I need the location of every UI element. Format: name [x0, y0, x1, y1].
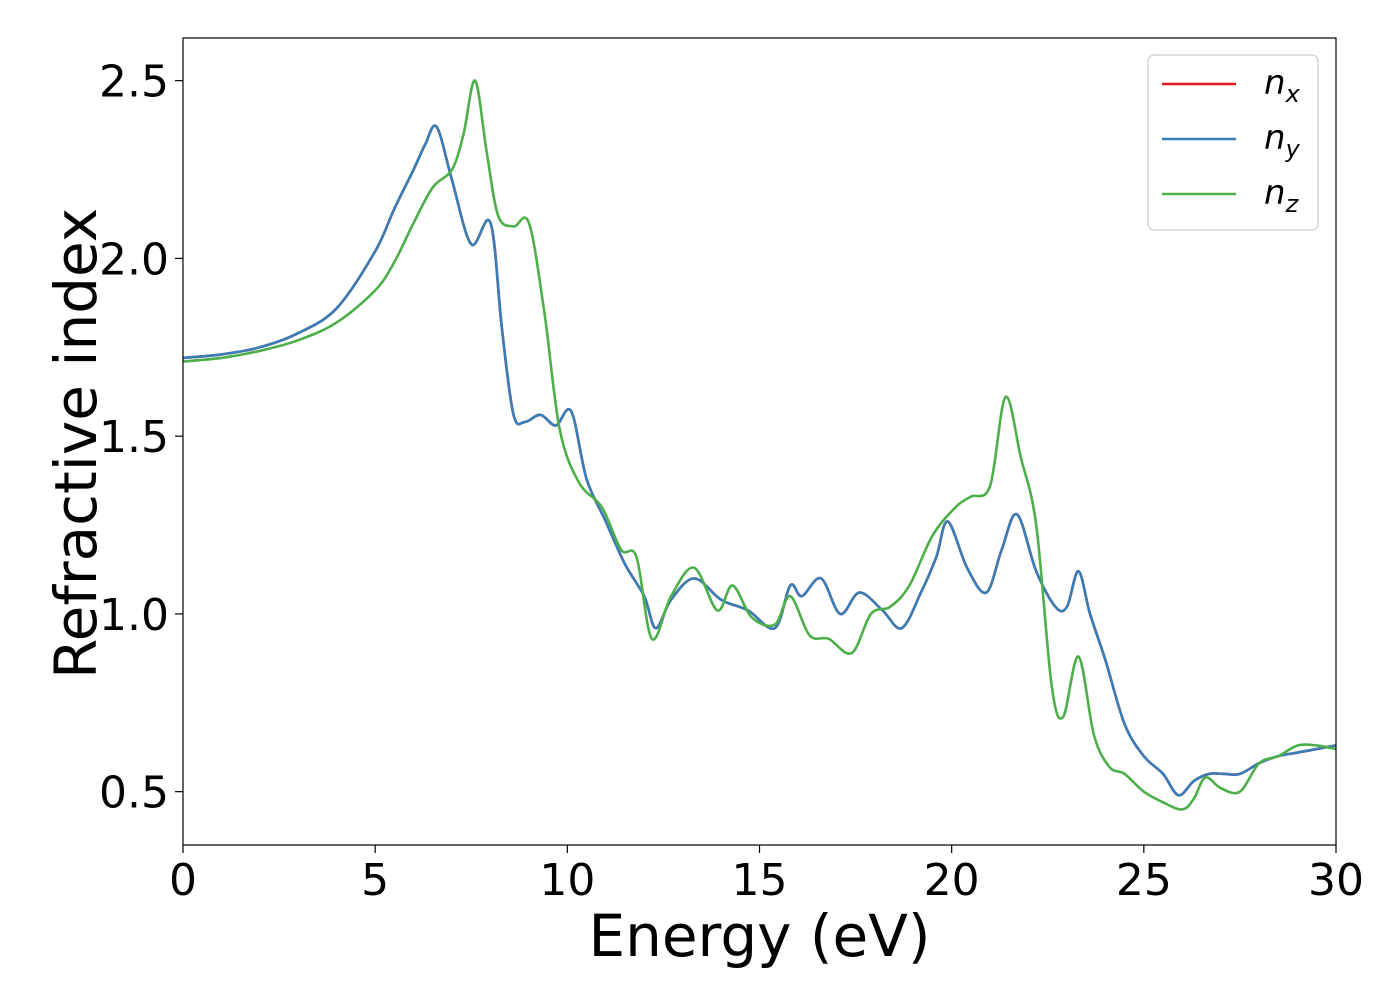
y-tick-label: 1.0: [99, 590, 169, 641]
legend-label-subscript: z: [1285, 190, 1300, 218]
x-tick-label: 15: [732, 855, 788, 906]
series-line-n-z: [183, 79, 1336, 811]
legend-label-subscript: x: [1285, 80, 1301, 108]
x-tick-label: 10: [539, 855, 595, 906]
legend-label-base: n: [1264, 63, 1286, 103]
legend-label: ny: [1264, 118, 1301, 163]
y-tick-label: 0.5: [99, 768, 169, 819]
x-tick-label: 30: [1308, 855, 1364, 906]
y-tick-label: 2.0: [99, 234, 169, 285]
series-layer: [183, 79, 1336, 811]
x-axis-ticks: 0 5 10 15 20 25 30: [169, 845, 1364, 906]
y-tick-label: 1.5: [99, 412, 169, 463]
legend-label: nx: [1264, 63, 1301, 108]
y-tick-label: 2.5: [99, 57, 169, 108]
y-axis-ticks: 0.5 1.0 1.5 2.0 2.5: [99, 57, 183, 819]
legend-label: nz: [1264, 173, 1300, 218]
x-tick-label: 0: [169, 855, 197, 906]
series-line-n-y: [183, 124, 1336, 797]
x-tick-label: 20: [924, 855, 980, 906]
legend-label-base: n: [1264, 118, 1286, 158]
x-axis-title: Energy (eV): [588, 902, 930, 970]
legend-label-base: n: [1264, 173, 1286, 213]
y-axis-title: Refractive index: [42, 208, 110, 679]
x-tick-label: 25: [1116, 855, 1172, 906]
legend-box: [1147, 54, 1319, 231]
legend-label-subscript: y: [1285, 135, 1301, 163]
x-tick-label: 5: [361, 855, 389, 906]
